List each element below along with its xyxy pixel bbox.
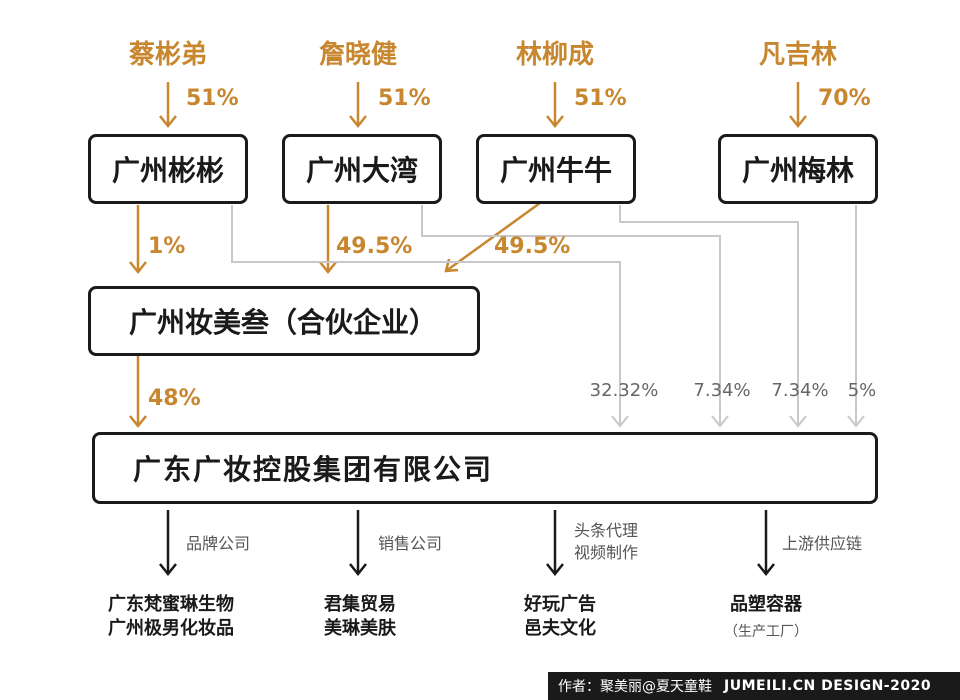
footer-credit: 作者：聚美丽@夏天童鞋 JUMEILI.CN DESIGN-2020 — [548, 672, 960, 700]
subsidiary-group-brand: 广东梵蜜琳生物 广州极男化妆品 — [88, 593, 254, 641]
stake-zhan: 51% — [378, 86, 431, 111]
company-main: 广东广妆控股集团有限公司 — [92, 432, 878, 504]
direct-holding-lines — [231, 205, 865, 428]
subsidiary-group-sales: 君集贸易 美琳美肤 — [300, 593, 420, 641]
company-meilin: 广州梅林 — [718, 134, 878, 204]
stake-binbin-partnership: 1% — [148, 234, 186, 259]
partnership-name: 广州妆美叁（合伙企业） — [129, 306, 438, 339]
subsidiary-sales-2: 美琳美肤 — [324, 618, 396, 639]
line-dawan-to-main — [421, 205, 721, 426]
stake-fan: 70% — [818, 86, 871, 111]
relation-supply: 上游供应链 — [782, 533, 862, 555]
relation-media-line-2: 视频制作 — [574, 543, 639, 562]
relation-brand-line: 品牌公司 — [186, 534, 251, 553]
shareholder-arrows — [159, 82, 807, 129]
company-binbin: 广州彬彬 — [88, 134, 248, 204]
line-niuniu-to-main — [619, 205, 799, 426]
relation-brand: 品牌公司 — [186, 533, 250, 555]
stake-partnership-main: 48% — [148, 386, 201, 411]
company-dawan: 广州大湾 — [282, 134, 442, 204]
subsidiary-group-media: 好玩广告 邑夫文化 — [500, 593, 620, 641]
relation-media-line-1: 头条代理 — [574, 521, 639, 540]
subsidiary-brand-1: 广东梵蜜琳生物 — [108, 594, 234, 615]
subsidiary-group-supply: 品塑容器 — [706, 593, 826, 617]
stake-direct-c: 7.34% — [771, 380, 829, 401]
footer-brand: JUMEILI.CN DESIGN-2020 — [724, 678, 932, 694]
subsidiary-supply-1: 品塑容器 — [730, 594, 802, 615]
stake-direct-b: 7.34% — [693, 380, 751, 401]
stake-direct-d: 5% — [847, 380, 877, 401]
subsidiary-brand-2: 广州极男化妆品 — [108, 618, 234, 639]
subsidiary-arrows — [159, 510, 775, 577]
subsidiary-sales-1: 君集贸易 — [324, 594, 396, 615]
subsidiary-media-2: 邑夫文化 — [524, 618, 596, 639]
relation-supply-line: 上游供应链 — [782, 534, 863, 553]
stake-niuniu-partnership: 49.5% — [494, 234, 571, 259]
stake-direct-a: 32.32% — [589, 380, 659, 401]
line-binbin-to-main — [231, 205, 621, 426]
shareholder-lin: 林柳成 — [515, 40, 594, 70]
relation-sales: 销售公司 — [378, 533, 442, 555]
subsidiary-media-1: 好玩广告 — [524, 594, 596, 615]
main-company-name: 广东广妆控股集团有限公司 — [133, 453, 494, 486]
stake-cai: 51% — [186, 86, 239, 111]
shareholder-zhan: 詹晓健 — [318, 40, 397, 70]
shareholder-fan: 凡吉林 — [758, 40, 837, 70]
shareholder-cai: 蔡彬弟 — [128, 40, 207, 70]
company-partnership: 广州妆美叁（合伙企业） — [88, 286, 480, 356]
company-niuniu: 广州牛牛 — [476, 134, 636, 204]
relation-media: 头条代理 视频制作 — [574, 520, 638, 564]
relation-sales-line: 销售公司 — [378, 534, 443, 553]
stake-lin: 51% — [574, 86, 627, 111]
footer-author: 作者：聚美丽@夏天童鞋 — [558, 679, 712, 695]
subsidiary-supply-note: （生产工厂） — [724, 624, 808, 640]
stake-dawan-partnership: 49.5% — [336, 234, 413, 259]
